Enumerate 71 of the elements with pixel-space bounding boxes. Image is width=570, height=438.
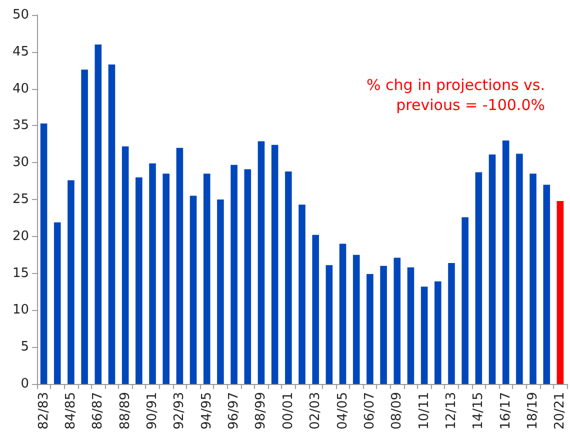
y-tick-label: 30	[12, 155, 29, 170]
x-tick-label: 14/15	[471, 392, 486, 430]
bar	[190, 196, 197, 384]
annotation: % chg in projections vs. previous = -100.0%	[366, 76, 545, 114]
bar	[434, 281, 442, 384]
x-tick-label: 16/17	[498, 392, 514, 430]
x-tick-label: 04/05	[335, 392, 350, 430]
bar	[475, 172, 482, 384]
bar	[352, 254, 360, 384]
bar	[326, 265, 333, 384]
x-tick-label: 06/07	[362, 392, 378, 430]
x-tick-label: 00/01	[280, 392, 296, 430]
bar	[203, 174, 210, 384]
y-tick-label: 25	[12, 192, 29, 207]
bar	[394, 258, 401, 384]
y-tick-label: 45	[12, 44, 29, 60]
bar	[258, 141, 265, 384]
x-tick-label: 02/03	[308, 392, 324, 430]
bar	[488, 154, 496, 384]
bar	[54, 222, 61, 384]
x-tick-label: 12/13	[444, 392, 459, 430]
bar	[462, 217, 468, 384]
x-tick-label: 10/11	[416, 392, 432, 430]
bar	[543, 184, 550, 384]
y-tick-label: 50	[12, 8, 29, 22]
y-tick-label: 35	[12, 118, 29, 134]
x-tick-label: 20/21	[552, 392, 568, 430]
bar	[176, 148, 184, 384]
bar	[230, 164, 238, 384]
x-tick-label: 98/99	[254, 392, 269, 430]
y-tick-label: 10	[12, 302, 29, 318]
bar	[366, 274, 374, 384]
bar	[339, 244, 346, 384]
bar	[516, 154, 523, 384]
x-tick-label: 08/09	[390, 392, 405, 430]
bar	[407, 267, 414, 384]
bar	[448, 262, 455, 384]
bar	[40, 123, 48, 384]
bar	[81, 70, 88, 384]
x-tick-label: 88/89	[118, 392, 133, 430]
bar	[108, 64, 116, 384]
x-tick-label: 94/95	[199, 392, 214, 430]
y-tick-label: 0	[20, 376, 29, 392]
bar	[68, 180, 74, 384]
y-tick-label: 20	[12, 228, 29, 244]
bar	[94, 44, 102, 384]
bar	[530, 174, 536, 384]
bar	[298, 204, 306, 384]
x-tick-label: 92/93	[172, 392, 188, 430]
x-tick-label: 84/85	[63, 392, 78, 430]
bar	[502, 140, 510, 384]
y-tick-label: 40	[12, 81, 29, 96]
y-tick-label: 15	[12, 266, 29, 281]
bar	[380, 266, 387, 384]
bar	[136, 177, 142, 384]
x-tick-label: 82/83	[36, 392, 52, 430]
bar	[244, 169, 252, 384]
bar	[149, 163, 156, 384]
bar	[556, 200, 564, 384]
y-tick-label: 5	[20, 340, 29, 355]
bar	[420, 286, 428, 384]
bar	[122, 146, 129, 384]
x-tick-label: 90/91	[145, 392, 160, 430]
bar	[217, 200, 224, 384]
x-tick-label: 86/87	[90, 392, 106, 430]
bar	[162, 174, 170, 384]
bar	[271, 144, 278, 384]
x-tick-label: 18/19	[526, 392, 541, 430]
bar	[285, 171, 292, 384]
bar	[312, 234, 319, 384]
x-tick-label: 96/97	[226, 392, 242, 430]
